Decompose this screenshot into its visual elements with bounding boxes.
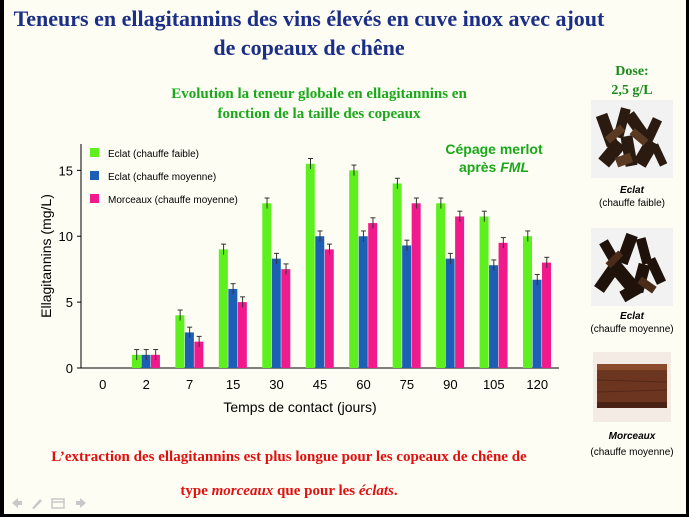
annotation-line-1: Cépage merlot [445,141,543,157]
eclat-faible-name: Eclat [620,185,644,196]
bar [262,203,272,368]
slide: Teneurs en ellagitannins des vins élevés… [4,0,686,514]
conclusion-part-3: type [180,483,208,499]
y-tick-label: 0 [66,361,73,376]
legend-swatch [90,171,99,180]
bar [271,258,281,368]
chart-title: Evolution la teneur globale en ellagitan… [124,84,514,124]
nav-back-icon[interactable] [12,498,22,508]
y-tick-label: 15 [59,163,73,178]
chart-title-line-1: Evolution la teneur globale en ellagitan… [171,86,467,102]
bar [411,203,421,368]
x-tick-label: 75 [400,377,414,392]
bar [194,341,204,368]
legend-swatch [90,148,99,157]
morceaux-caption: Morceaux (chauffe moyenne) [577,430,686,463]
bar [489,265,499,368]
conclusion-part-5: que pour les [277,483,356,499]
conclusion-part-4: morceaux [211,483,274,499]
conclusion-part-6: éclats [358,483,394,499]
legend-label: Eclat (chauffe moyenne) [108,172,216,183]
legend-label: Morceaux (chauffe moyenne) [108,195,238,206]
x-tick-label: 120 [526,377,548,392]
nav-forward-icon[interactable] [76,498,86,508]
bar [358,236,368,368]
x-tick-label: 15 [226,377,240,392]
dose-label: Dose: 2,5 g/L [592,62,672,100]
slide-title: Teneurs en ellagitannins des vins élevés… [4,4,614,62]
bar-chart: 0 5 10 15 0 2 7 15 30 45 60 75 90 105 120 Temps de cont… [38,144,559,415]
pen-icon[interactable] [32,499,42,509]
conclusion-part-2: pour les copeaux de chêne de [337,449,527,465]
annotation-line-2-prefix: après [458,159,497,175]
morceaux-detail: (chauffe moyenne) [590,447,674,458]
bar [131,354,141,368]
bar [315,236,325,368]
x-tick-label: 45 [313,377,327,392]
slideshow-nav [12,498,86,509]
eclat-faible-photo [591,100,673,178]
title-line-2: de copeaux de chêne [213,35,405,60]
bar [436,203,446,368]
x-tick-label: 30 [269,377,283,392]
bar [141,354,151,368]
eclat-faible-caption: Eclat (chauffe faible) [577,184,686,210]
conclusion-part-1: L’extraction des ellagitannins est plus … [51,449,338,465]
bar [237,302,247,368]
bar [175,315,185,368]
bar [218,249,228,368]
x-tick-label: 90 [443,377,457,392]
x-tick-label: 0 [99,377,106,392]
bar [445,258,455,368]
menu-icon[interactable] [51,498,65,509]
bar [305,163,315,368]
eclat-moyenne-name: Eclat [620,311,644,322]
dose-title: Dose: [615,64,649,79]
bar [523,236,533,368]
bar [228,288,238,368]
chart-title-line-2: fonction de la taille des copeaux [217,106,421,122]
bar [392,183,402,368]
eclat-moyenne-caption: Eclat (chauffe moyenne) [577,310,686,336]
y-tick-label: 5 [66,295,73,310]
title-line-1: Teneurs en ellagitannins des vins élevés… [13,6,605,31]
y-axis-label: Ellagitannins (mg/L) [38,194,54,318]
morceaux-photo [593,352,671,422]
bar [402,245,412,368]
bar [324,249,334,368]
eclat-moyenne-detail: (chauffe moyenne) [590,324,674,335]
annotation-line-2-italic: FML [500,159,529,175]
bar [542,262,552,368]
bar [368,223,378,368]
dose-value: 2,5 g/L [611,83,653,98]
chart-annotation: Cépage merlot après FML [434,140,554,176]
bar [532,279,542,368]
eclat-moyenne-photo [591,228,673,306]
x-tick-label: 7 [186,377,193,392]
x-tick-label: 60 [356,377,370,392]
bar [150,354,160,368]
x-axis-label: Temps de contact (jours) [223,399,376,415]
x-tick-label: 2 [143,377,150,392]
morceaux-name: Morceaux [608,431,656,442]
x-tick-label: 105 [483,377,505,392]
bar [455,216,465,368]
conclusion-part-7: . [393,483,398,499]
legend-label: Eclat (chauffe faible) [108,149,199,160]
bar [479,216,489,368]
bar [281,269,291,368]
bar [349,170,359,368]
eclat-faible-detail: (chauffe faible) [599,198,665,209]
bar [184,332,194,368]
conclusion-text: L’extraction des ellagitannins est plus … [4,440,574,508]
legend-swatch [90,194,99,203]
bar [498,242,508,368]
y-tick-label: 10 [59,229,73,244]
